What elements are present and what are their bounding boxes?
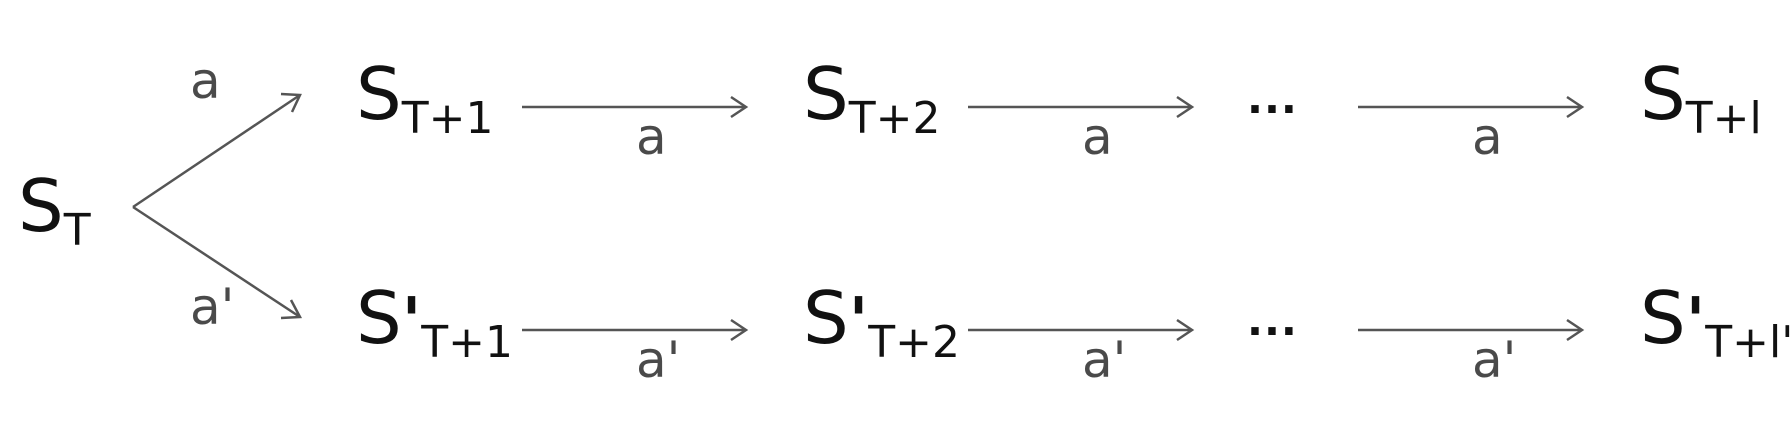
branch-arrowhead-top — [280, 92, 302, 113]
node-top-2: ST+2 — [803, 58, 940, 141]
node-bottom-3: S'T+l' — [1640, 282, 1791, 365]
node-top-1: ST+1 — [356, 58, 493, 141]
edge-label-top-2: a — [1082, 108, 1113, 166]
node-bottom-2-base: S — [803, 276, 849, 360]
edge-label-branch-top: a — [190, 52, 221, 110]
edge-label-bottom-2: a' — [1082, 331, 1127, 389]
node-bottom-2: S'T+2 — [803, 282, 960, 365]
top-arrowhead-3 — [1566, 95, 1585, 119]
ellipsis-top: ... — [1247, 74, 1298, 123]
bottom-arrowhead-3 — [1566, 318, 1585, 342]
branch-arrowhead-bottom — [280, 299, 303, 320]
node-s-t: ST — [18, 170, 91, 253]
edge-label-bottom-3: a' — [1472, 331, 1517, 389]
branch-arrow-top — [132, 93, 301, 209]
node-bottom-1-sub: T+1 — [421, 317, 514, 368]
node-top-2-sub: T+2 — [848, 93, 941, 144]
bottom-arrowhead-1 — [730, 318, 749, 342]
node-bottom-3-sub: T+l' — [1705, 317, 1791, 368]
node-top-3-sub: T+l — [1685, 93, 1762, 144]
node-top-1-base: S — [356, 52, 402, 136]
node-top-1-sub: T+1 — [401, 93, 494, 144]
node-bottom-3-base: S — [1640, 276, 1686, 360]
node-bottom-1-base: S — [356, 276, 402, 360]
node-top-3: ST+l — [1640, 58, 1762, 141]
edge-label-branch-bottom: a' — [190, 278, 235, 336]
edge-label-bottom-1: a' — [636, 331, 681, 389]
edge-label-top-1: a — [636, 108, 667, 166]
node-s-t-sub: T — [63, 205, 91, 256]
node-s-t-base: S — [18, 164, 64, 248]
node-bottom-3-prime: ' — [1685, 285, 1706, 359]
top-arrowhead-1 — [730, 95, 749, 119]
edge-label-top-3: a — [1472, 108, 1503, 166]
ellipsis-bottom: ... — [1247, 296, 1298, 345]
node-bottom-2-sub: T+2 — [868, 317, 961, 368]
node-bottom-1: S'T+1 — [356, 282, 513, 365]
top-arrowhead-2 — [1176, 95, 1195, 119]
branch-arrow-bottom — [132, 205, 301, 319]
node-top-2-base: S — [803, 52, 849, 136]
bottom-arrowhead-2 — [1176, 318, 1195, 342]
node-top-3-base: S — [1640, 52, 1686, 136]
node-bottom-2-prime: ' — [848, 285, 869, 359]
node-bottom-1-prime: ' — [401, 285, 422, 359]
